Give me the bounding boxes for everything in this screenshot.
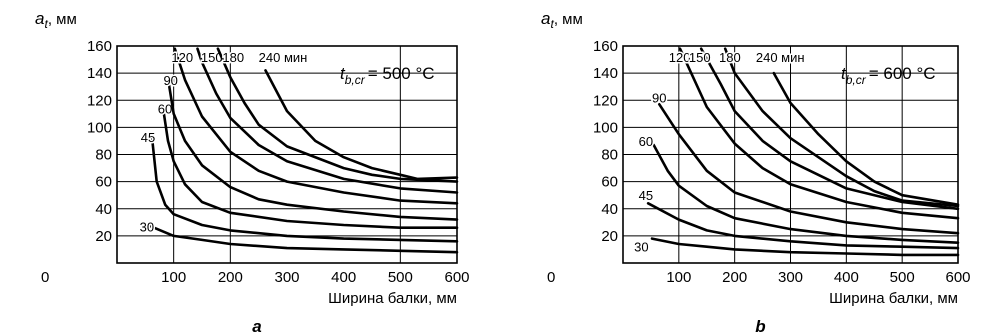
chart-a-x-tick-200: 200 — [218, 269, 243, 286]
chart-a-curve-60 — [162, 109, 459, 229]
chart-a-x-tick-400: 400 — [331, 269, 356, 286]
chart-b-curve-240-мин — [772, 71, 960, 206]
chart-b-curve-30 — [650, 237, 960, 257]
chart-a-curve-30 — [149, 225, 459, 254]
chart-a-curve-150 — [196, 47, 459, 194]
chart-b-x-axis-title: Ширина балки, мм — [829, 290, 958, 307]
chart-b-plot-frame — [622, 45, 959, 264]
chart-a-y-axis-unit: , мм — [48, 11, 77, 28]
chart-b-y-axis-unit: , мм — [554, 11, 583, 28]
chart-a-y-tick-60: 60 — [95, 174, 112, 191]
chart-a-curve-45 — [150, 136, 459, 243]
chart-a-curve-label-240-мин: 240 мин — [259, 50, 308, 65]
chart-b-x-tick-400: 400 — [834, 269, 859, 286]
chart-b-curve-45 — [646, 202, 960, 250]
chart-b-condition-subscript: b,cr — [846, 73, 867, 87]
chart-b-y-axis-subscript: t — [550, 17, 554, 31]
chart-a-y-tick-20: 20 — [95, 228, 112, 245]
chart-a-curve-120 — [173, 47, 459, 205]
chart-b-y-tick-60: 60 — [601, 174, 618, 191]
chart-a-x-tick-600: 600 — [444, 269, 469, 286]
chart-b-y-axis-title: at, мм — [541, 9, 583, 31]
chart-b-x-tick-200: 200 — [722, 269, 747, 286]
chart-b-y-tick-40: 40 — [601, 201, 618, 218]
chart-a-y-axis-title: at, мм — [35, 9, 77, 31]
chart-b-curve-150 — [699, 47, 960, 211]
chart-a-curve-label-45: 45 — [141, 130, 155, 145]
chart-a-plot-frame — [116, 45, 458, 264]
chart-a-y-tick-140: 140 — [87, 65, 112, 82]
chart-a-panel-label: a — [252, 317, 261, 335]
chart-a-x-axis-title: Ширина балки, мм — [328, 290, 457, 307]
chart-a-y-tick-40: 40 — [95, 201, 112, 218]
chart-b-curve-label-150: 150 — [689, 50, 711, 65]
chart-b-y-tick-160: 160 — [593, 38, 618, 55]
chart-a-curve-label-150: 150 — [201, 50, 223, 65]
chart-b-curve-label-240-мин: 240 мин — [756, 50, 805, 65]
chart-b-y-tick-20: 20 — [601, 228, 618, 245]
chart-a-x-tick-500: 500 — [388, 269, 413, 286]
chart-b-curve-label-90: 90 — [652, 91, 666, 106]
chart-a-curve-label-120: 120 — [171, 50, 193, 65]
chart-b-y-tick-100: 100 — [593, 119, 618, 136]
chart-b-curve-90 — [658, 103, 960, 235]
chart-b-curve-label-60: 60 — [639, 134, 653, 149]
chart-a-x-tick-0: 0 — [41, 269, 49, 286]
chart-b-curve-label-45: 45 — [639, 188, 653, 203]
chart-b: 20 40 60 80 100 120 140 160 0 100 200 300 400 500 600 a… — [541, 9, 971, 335]
chart-a-condition-subscript: b,cr — [345, 73, 366, 87]
chart-b-x-tick-100: 100 — [666, 269, 691, 286]
chart-a-condition-symbol: t — [340, 64, 346, 83]
chart-b-condition-symbol: t — [841, 64, 847, 83]
chart-a-curve-label-30: 30 — [140, 219, 154, 234]
chart-b-y-axis-symbol: a — [541, 9, 550, 28]
chart-a-condition-value: = 500 °C — [368, 64, 435, 83]
chart-b-y-tick-140: 140 — [593, 65, 618, 82]
chart-a-curve-label-60: 60 — [158, 101, 172, 116]
chart-b-curve-label-120: 120 — [669, 50, 691, 65]
chart-b-x-tick-600: 600 — [945, 269, 970, 286]
chart-a-y-tick-160: 160 — [87, 38, 112, 55]
chart-a-curve-label-180: 180 — [222, 50, 244, 65]
chart-b-curve-120 — [678, 47, 960, 220]
chart-b-condition-label: tb,cr = 600 °C — [841, 64, 936, 87]
chart-b-y-tick-120: 120 — [593, 92, 618, 109]
chart-a-y-tick-120: 120 — [87, 92, 112, 109]
chart-a-curve-240-мин — [264, 69, 459, 181]
chart-b-curve-label-30: 30 — [634, 240, 648, 255]
chart-b-curve-180 — [723, 47, 960, 208]
chart-a-y-tick-80: 80 — [95, 147, 112, 164]
chart-b-curve-label-180: 180 — [719, 50, 741, 65]
chart-b-y-tick-80: 80 — [601, 147, 618, 164]
chart-b-panel-label: b — [755, 317, 765, 335]
chart-a-x-tick-300: 300 — [274, 269, 299, 286]
chart-a-curve-180 — [216, 47, 459, 183]
chart-a-y-axis-subscript: t — [44, 17, 48, 31]
chart-a: 20 40 60 80 100 120 140 160 0 100 200 300 400 500 600 a… — [35, 9, 470, 335]
chart-a-x-tick-100: 100 — [161, 269, 186, 286]
chart-a-y-tick-100: 100 — [87, 119, 112, 136]
chart-a-condition-label: tb,cr = 500 °C — [340, 64, 435, 87]
chart-b-x-tick-0: 0 — [547, 269, 555, 286]
chart-a-y-axis-symbol: a — [35, 9, 44, 28]
chart-a-curve-label-90: 90 — [163, 73, 177, 88]
chart-b-curve-60 — [652, 143, 960, 244]
chart-b-x-tick-300: 300 — [778, 269, 803, 286]
chart-a-curve-90 — [167, 84, 459, 221]
chart-b-x-tick-500: 500 — [890, 269, 915, 286]
chart-b-condition-value: = 600 °C — [869, 64, 936, 83]
